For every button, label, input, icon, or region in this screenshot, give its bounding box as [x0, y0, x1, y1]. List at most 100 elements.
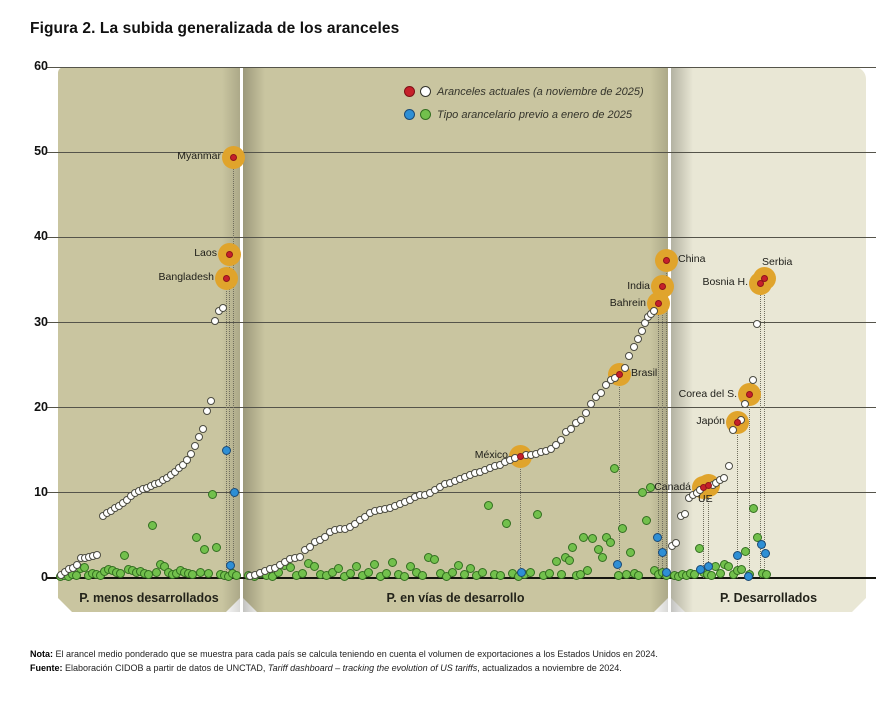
previous-tariff-dot	[564, 555, 574, 565]
previous-tariff-dot	[723, 561, 733, 571]
country-label-me-xico: México	[474, 449, 508, 462]
current-tariff-dot	[219, 304, 227, 313]
current-tariff-dot	[183, 456, 191, 465]
previous-tariff-dot	[453, 560, 463, 570]
previous-tariff-dot	[689, 570, 699, 580]
previous-tariff-dot	[459, 570, 469, 580]
country-label-india: India	[627, 279, 650, 292]
panel-label-p-desarrollados: P. Desarrollados	[719, 591, 818, 605]
previous-tariff-dot	[151, 567, 161, 577]
dropline-ue	[708, 494, 709, 578]
previous-tariff-dot	[191, 532, 201, 542]
current-tariff-dot	[203, 407, 211, 416]
figure-title: Figura 2. La subida generalizada de los …	[30, 20, 400, 37]
previous-tariff-dot	[405, 561, 415, 571]
dropline-laos	[229, 263, 230, 578]
previous-tariff-dot	[617, 524, 627, 534]
legend-label-current: Aranceles actuales (a noviembre de 2025)	[437, 85, 644, 98]
previous-tariff-dot	[625, 547, 635, 557]
dropline-japo-n	[737, 431, 738, 578]
previous-tariff-dot-highlighted	[221, 445, 231, 455]
previous-tariff-dot	[532, 509, 542, 519]
previous-tariff-dot-highlighted	[695, 564, 705, 574]
previous-tariff-dot	[483, 501, 493, 511]
panel-p-menos-desarrollados	[58, 67, 240, 612]
previous-tariff-dot	[641, 515, 651, 525]
previous-tariff-dot	[582, 565, 592, 575]
current-tariff-dot	[195, 433, 203, 442]
previous-tariff-dot	[297, 569, 307, 579]
country-label-japo-n: Japón	[696, 415, 725, 428]
previous-tariff-dot	[605, 537, 615, 547]
panel-label-p-en-vi-as-de-desarrollo: P. en vías de desarrollo	[386, 591, 525, 605]
previous-tariff-dot-highlighted	[652, 533, 662, 543]
previous-tariff-dot	[207, 490, 217, 500]
ytick-20: 20	[34, 399, 48, 414]
footnote-nota: Nota: El arancel medio ponderado que se …	[30, 649, 870, 659]
previous-tariff-dot	[556, 570, 566, 580]
previous-tariff-dot	[637, 488, 647, 498]
gridline-50	[46, 151, 876, 153]
previous-tariff-dot	[706, 570, 716, 580]
gridline-30	[46, 322, 876, 323]
current-tariff-dot-ue	[704, 481, 712, 489]
previous-tariff-dot	[71, 570, 81, 580]
previous-tariff-dot	[633, 570, 643, 580]
current-tariff-dot-myanmar	[229, 153, 237, 161]
previous-tariff-dot	[736, 564, 746, 574]
previous-tariff-dot	[597, 553, 607, 563]
country-label-china: China	[678, 253, 706, 266]
country-label-bangladesh: Bangladesh	[158, 271, 214, 284]
dropline-bahrein	[658, 312, 659, 578]
country-label-brasil: Brasil	[631, 367, 658, 380]
current-tariff-dot	[725, 461, 733, 470]
ytick-10: 10	[34, 484, 48, 499]
country-label-corea-del-s: Corea del S.	[678, 387, 737, 400]
dropline-myanmar	[233, 166, 234, 578]
current-tariff-dot-laos	[225, 250, 233, 258]
previous-tariff-dot-highlighted	[743, 571, 753, 581]
dropline-corea-del-s	[749, 403, 750, 578]
current-tariff-dot-japo-n	[733, 418, 741, 426]
current-tariff-dot	[625, 351, 633, 360]
current-tariff-dot-brasil	[615, 370, 623, 378]
current-tariff-dot	[587, 400, 595, 409]
current-tariff-dot	[753, 320, 761, 329]
current-tariff-dot	[634, 334, 642, 343]
current-tariff-dot	[638, 327, 646, 336]
previous-tariff-dot	[147, 520, 157, 530]
country-label-bosnia-h: Bosnia H.	[702, 276, 748, 289]
previous-tariff-dot	[399, 571, 409, 581]
current-tariff-dot-corea-del-s	[745, 391, 753, 399]
gridline-20	[46, 407, 876, 409]
previous-tariff-dot	[199, 544, 209, 554]
previous-green-dot-icon	[420, 109, 431, 120]
previous-tariff-dot	[363, 567, 373, 577]
current-tariff-dot	[306, 543, 314, 552]
previous-tariff-dot	[119, 550, 129, 560]
legend-row-current: Aranceles actuales (a noviembre de 2025)	[404, 80, 644, 103]
previous-tariff-dot	[417, 570, 427, 580]
current-tariff-dot-china	[662, 256, 670, 264]
nota-label: Nota:	[30, 649, 53, 659]
previous-tariff-dot	[115, 569, 125, 579]
current-tariff-dot	[567, 424, 575, 433]
chart-legend: Aranceles actuales (a noviembre de 2025)…	[404, 80, 644, 126]
panel-p-desarrollados	[671, 67, 866, 612]
previous-tariff-dot	[369, 559, 379, 569]
previous-tariff-dot	[309, 562, 319, 572]
current-tariff-dot-me-xico	[516, 452, 524, 460]
previous-tariff-dot	[645, 483, 655, 493]
current-tariff-dot	[207, 396, 215, 405]
panel-p-en-vi-as-de-desarrollo	[243, 67, 668, 612]
current-tariff-dot	[577, 415, 585, 424]
fuente-label: Fuente:	[30, 663, 63, 673]
current-tariff-dot	[650, 306, 658, 315]
current-tariff-dot	[191, 441, 199, 450]
current-tariff-dot-bahrein	[654, 300, 662, 308]
previous-tariff-dot	[694, 543, 704, 553]
current-tariff-dot	[351, 520, 359, 529]
previous-tariff-dot	[429, 554, 439, 564]
previous-tariff-dot-highlighted	[612, 559, 622, 569]
current-tariff-dot	[720, 473, 728, 482]
